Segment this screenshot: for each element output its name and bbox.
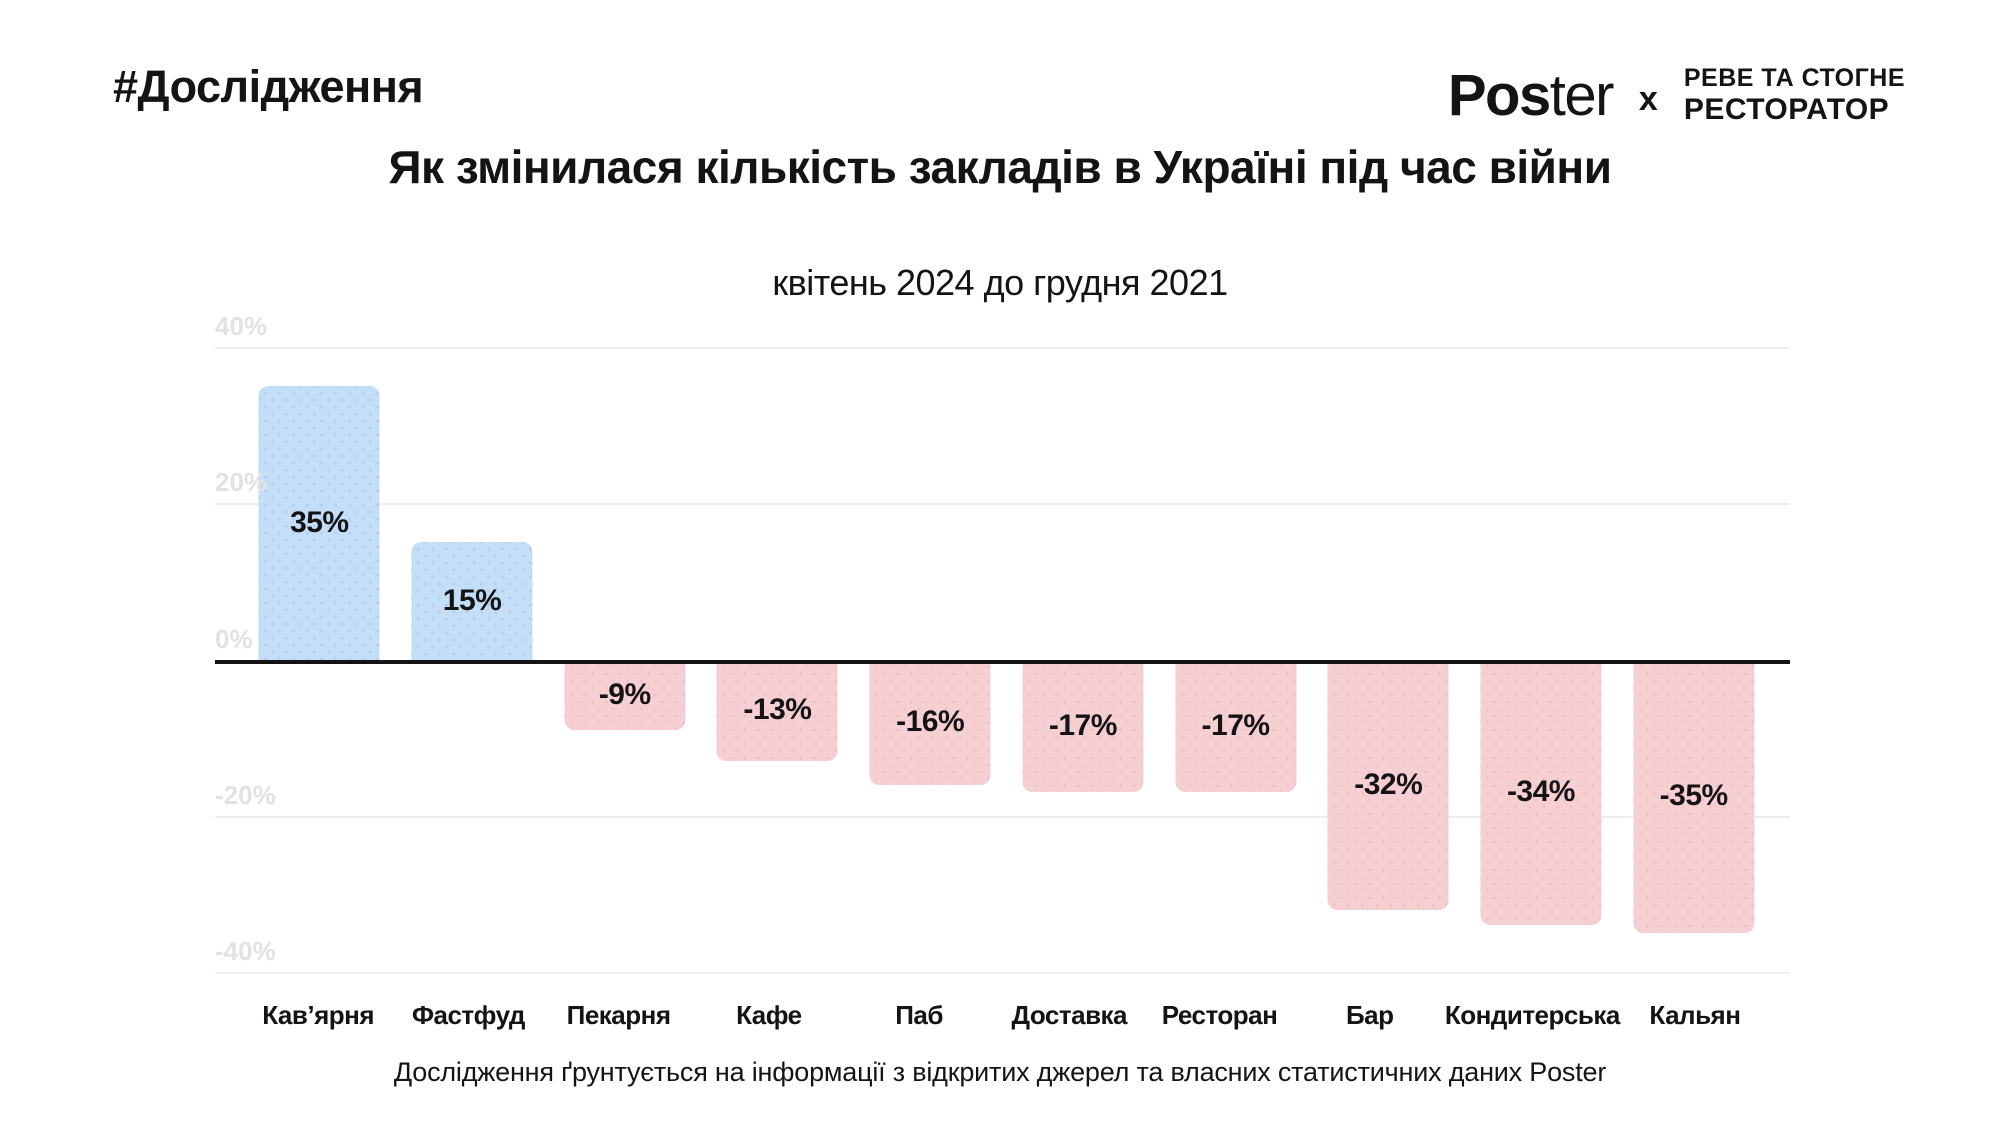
partner-logo-line1: РЕВЕ ТА СТОГНЕ — [1683, 64, 1905, 92]
bar: -34% — [1480, 659, 1602, 926]
bar-column: 15% — [396, 347, 549, 972]
x-axis-label: Кафе — [736, 1000, 802, 1030]
hashtag-label: #Дослідження — [113, 61, 424, 112]
gridline-40% — [215, 347, 1790, 349]
y-tick-label: -20% — [215, 779, 276, 810]
bar-column: -34% — [1465, 347, 1618, 972]
chart-title: Як змінилася кількість закладів в Україн… — [388, 141, 1612, 193]
bar-value-label: 15% — [442, 583, 502, 617]
bars-container: 35% 15% -9% -13% -16% -17% -17% -32% -34% -35% — [243, 347, 1770, 972]
x-axis-label: Ресторан — [1161, 1000, 1278, 1030]
bar: -17% — [1175, 659, 1297, 793]
bar-value-label: -17% — [1048, 708, 1118, 742]
bar-value-label: -9% — [598, 677, 651, 711]
y-tick-label: -40% — [215, 936, 276, 966]
gridline--40% — [215, 972, 1790, 974]
gridline-20% — [215, 503, 1790, 506]
bar-column: -35% — [1617, 347, 1770, 972]
collab-x-separator: x — [1638, 79, 1658, 118]
bar: -32% — [1327, 659, 1449, 910]
y-tick-label: 20% — [215, 467, 268, 498]
x-axis-label: Паб — [895, 1000, 943, 1030]
bar: -35% — [1633, 659, 1755, 933]
bar-column: -9% — [548, 347, 701, 972]
poster-logo: Poster — [1448, 66, 1615, 125]
gridline--20% — [215, 815, 1790, 818]
bar-value-label: -13% — [743, 693, 812, 727]
x-axis-label: Доставка — [1011, 1000, 1128, 1030]
chart-subtitle: квітень 2024 до грудня 2021 — [772, 262, 1228, 303]
bar-value-label: -34% — [1506, 775, 1576, 809]
bar-value-label: 35% — [290, 505, 349, 539]
partner-logo: РЕВЕ ТА СТОГНЕ РЕСТОРАТОР — [1684, 66, 1905, 125]
y-tick-label: 40% — [215, 311, 268, 341]
poster-logo-light-part: ter — [1549, 62, 1615, 128]
bar-column: -13% — [701, 347, 854, 972]
bar-column: -32% — [1312, 347, 1465, 972]
bar: 35% — [258, 386, 380, 660]
bar-value-label: -17% — [1201, 708, 1271, 742]
bar-value-label: -16% — [896, 705, 965, 738]
bar: -16% — [869, 659, 991, 785]
x-axis-label: Кондитерська — [1444, 1000, 1620, 1030]
x-axis-labels: Кав’ярня Фастфуд Пекарня Кафе Паб Доставка Рес… — [243, 1000, 1770, 1031]
bar-value-label: -32% — [1354, 767, 1423, 801]
y-tick-label: 0% — [215, 623, 253, 654]
brand-logos: Poster x РЕВЕ ТА СТОГНЕ РЕСТОРАТОР — [1448, 66, 1905, 125]
x-axis-label: Кальян — [1649, 1000, 1741, 1030]
partner-logo-line2: РЕСТОРАТОР — [1683, 93, 1890, 126]
bar-value-label: -35% — [1659, 779, 1729, 813]
zero-axis-line — [215, 659, 1790, 664]
bar: -9% — [564, 659, 686, 730]
bar-column: 35% — [243, 347, 396, 972]
source-note: Дослідження ґрунтується на інформації з … — [393, 1057, 1607, 1087]
x-axis-label: Кав’ярня — [262, 1000, 374, 1030]
bar-column: -17% — [1007, 347, 1160, 972]
chart-plot: 35% 15% -9% -13% -16% -17% -17% -32% -34% -35% 40… — [215, 313, 1790, 974]
x-axis-label: Фастфуд — [411, 1000, 526, 1030]
poster-logo-bold-part: Pos — [1447, 62, 1551, 128]
x-axis-label: Пекарня — [566, 1000, 671, 1030]
bar-column: -16% — [854, 347, 1007, 972]
bar-column: -17% — [1159, 347, 1312, 972]
x-axis-label: Бар — [1345, 1000, 1394, 1030]
bar: 15% — [411, 542, 533, 660]
bar: -13% — [716, 659, 838, 762]
bar: -17% — [1022, 659, 1144, 793]
